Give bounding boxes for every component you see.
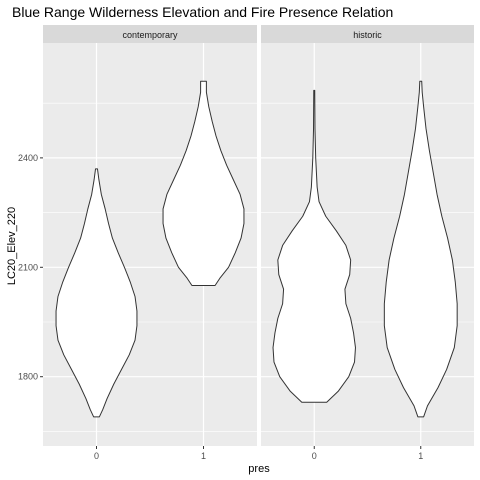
y-axis-label: LC20_Elev_220 bbox=[6, 207, 18, 285]
facet-strip bbox=[261, 25, 474, 43]
facets-group: contemporary 0 1 historic 0 1 bbox=[43, 25, 474, 461]
facet-strip-label: historic bbox=[353, 30, 382, 40]
violin-historic-0 bbox=[272, 89, 356, 403]
y-axis: 1800 2100 2400 bbox=[18, 153, 43, 382]
y-tick-label: 1800 bbox=[18, 372, 38, 382]
x-tick-label: 0 bbox=[94, 451, 99, 461]
facet-strip-label: contemporary bbox=[122, 30, 178, 40]
violin-contemporary-0 bbox=[55, 168, 138, 418]
y-tick-label: 2100 bbox=[18, 262, 38, 272]
x-axis-label: pres bbox=[248, 463, 270, 475]
facet-strip bbox=[43, 25, 257, 43]
facet-historic: historic 0 1 bbox=[261, 25, 474, 461]
facet-contemporary: contemporary 0 1 bbox=[43, 25, 257, 461]
y-tick-label: 2400 bbox=[18, 153, 38, 163]
x-tick-label: 0 bbox=[312, 451, 317, 461]
violin-historic-1 bbox=[383, 80, 458, 418]
chart-title: Blue Range Wilderness Elevation and Fire… bbox=[12, 4, 393, 20]
x-tick-label: 1 bbox=[201, 451, 206, 461]
x-tick-label: 1 bbox=[418, 451, 423, 461]
violin-contemporary-1 bbox=[162, 80, 245, 287]
